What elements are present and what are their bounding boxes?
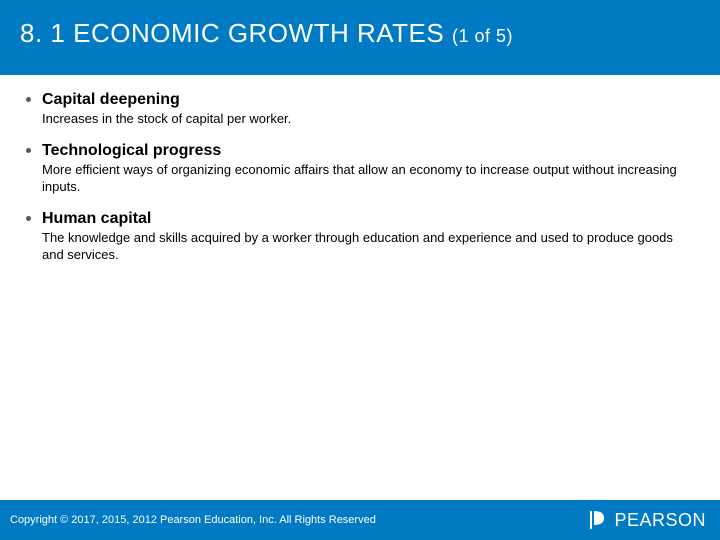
bullet-item: Technological progress More efficient wa… bbox=[24, 142, 696, 196]
definition-text: Increases in the stock of capital per wo… bbox=[42, 110, 696, 128]
term-label: Technological progress bbox=[42, 142, 696, 160]
copyright-text: Copyright © 2017, 2015, 2012 Pearson Edu… bbox=[10, 514, 376, 526]
bullet-icon bbox=[26, 148, 31, 153]
term-label: Human capital bbox=[42, 210, 696, 228]
term-label: Capital deepening bbox=[42, 91, 696, 109]
pearson-logo: PEARSON bbox=[588, 509, 706, 531]
page-indicator: (1 of 5) bbox=[452, 26, 513, 46]
bullet-icon bbox=[26, 97, 31, 102]
slide-title: 8. 1 ECONOMIC GROWTH RATES (1 of 5) bbox=[20, 18, 700, 49]
section-number: 8. 1 bbox=[20, 18, 65, 48]
slide-footer: Copyright © 2017, 2015, 2012 Pearson Edu… bbox=[0, 500, 720, 540]
bullet-item: Human capital The knowledge and skills a… bbox=[24, 210, 696, 264]
slide-container: 8. 1 ECONOMIC GROWTH RATES (1 of 5) Capi… bbox=[0, 0, 720, 540]
pearson-logo-text: PEARSON bbox=[614, 510, 706, 531]
bullet-icon bbox=[26, 216, 31, 221]
bullet-item: Capital deepening Increases in the stock… bbox=[24, 91, 696, 128]
definition-text: More efficient ways of organizing econom… bbox=[42, 161, 696, 196]
slide-content: Capital deepening Increases in the stock… bbox=[0, 75, 720, 500]
slide-header: 8. 1 ECONOMIC GROWTH RATES (1 of 5) bbox=[0, 0, 720, 75]
definition-text: The knowledge and skills acquired by a w… bbox=[42, 229, 696, 264]
pearson-logo-mark-icon bbox=[588, 509, 606, 531]
section-title: ECONOMIC GROWTH RATES bbox=[73, 18, 444, 48]
